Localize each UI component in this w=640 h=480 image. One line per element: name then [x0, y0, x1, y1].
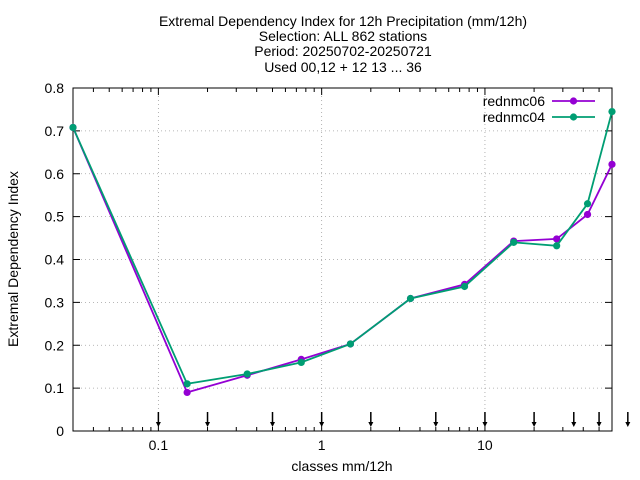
- y-tick-label: 0: [56, 423, 64, 439]
- threshold-marker-head: [368, 422, 374, 427]
- legend-swatch-point: [569, 97, 578, 105]
- x-axis-label: classes mm/12h: [291, 458, 392, 474]
- y-tick-label: 0.1: [45, 380, 65, 396]
- title-line-4: Used 00,12 + 12 13 ... 36: [264, 59, 422, 75]
- axis-ticks: 0 0.1 0.2 0.3 0.4 0.5 0.6 0.7 0.8 0.1 1 10: [45, 80, 612, 453]
- data-point-rednmc06: [183, 388, 191, 397]
- title-line-3: Period: 20250702-20250721: [254, 43, 432, 59]
- data-point-rednmc04: [460, 282, 469, 291]
- y-tick-label: 0.3: [45, 294, 65, 310]
- data-point-rednmc04: [406, 294, 415, 303]
- threshold-marker-head: [571, 422, 577, 427]
- y-tick-label: 0.4: [45, 252, 65, 268]
- data-point-rednmc04: [510, 238, 518, 246]
- data-point-rednmc06: [583, 210, 592, 219]
- data-point-rednmc04: [583, 200, 592, 208]
- y-tick-label: 0.5: [45, 209, 65, 225]
- threshold-marker-head: [205, 422, 211, 427]
- threshold-marker-head: [531, 422, 537, 427]
- data-point-rednmc06: [553, 235, 561, 243]
- y-tick-label: 0.7: [45, 123, 65, 139]
- x-tick-label: 0.1: [149, 437, 169, 453]
- threshold-marker-head: [482, 422, 488, 427]
- legend-label: rednmc06: [483, 93, 545, 109]
- threshold-marker-head: [625, 422, 631, 427]
- data-point-rednmc04: [297, 358, 305, 366]
- data-point-rednmc04: [243, 370, 251, 378]
- series-group: [69, 107, 616, 397]
- legend-label: rednmc04: [483, 109, 545, 125]
- title-line-1: Extremal Dependency Index for 12h Precip…: [159, 13, 527, 29]
- threshold-markers: [155, 412, 631, 427]
- x-tick-label: 1: [318, 437, 326, 453]
- threshold-marker-head: [433, 422, 439, 427]
- y-tick-label: 0.2: [45, 337, 65, 353]
- threshold-marker-head: [319, 422, 325, 427]
- chart-title: Extremal Dependency Index for 12h Precip…: [159, 13, 527, 75]
- data-point-rednmc04: [69, 123, 77, 132]
- data-point-rednmc04: [608, 107, 616, 116]
- data-point-rednmc06: [608, 160, 616, 168]
- threshold-marker-head: [155, 422, 161, 427]
- y-axis-label: Extremal Dependency Index: [5, 171, 21, 347]
- grid: [73, 88, 612, 431]
- data-point-rednmc04: [553, 242, 561, 250]
- legend-swatch-point: [569, 113, 578, 121]
- y-tick-label: 0.6: [45, 166, 65, 182]
- data-point-rednmc04: [346, 340, 355, 348]
- x-tick-label: 10: [477, 437, 493, 453]
- series-line-rednmc04: [72, 111, 613, 385]
- title-line-2: Selection: ALL 862 stations: [259, 28, 427, 44]
- threshold-marker-head: [270, 422, 276, 427]
- y-tick-label: 0.8: [45, 80, 65, 96]
- threshold-marker-head: [596, 422, 602, 427]
- data-point-rednmc04: [183, 380, 191, 388]
